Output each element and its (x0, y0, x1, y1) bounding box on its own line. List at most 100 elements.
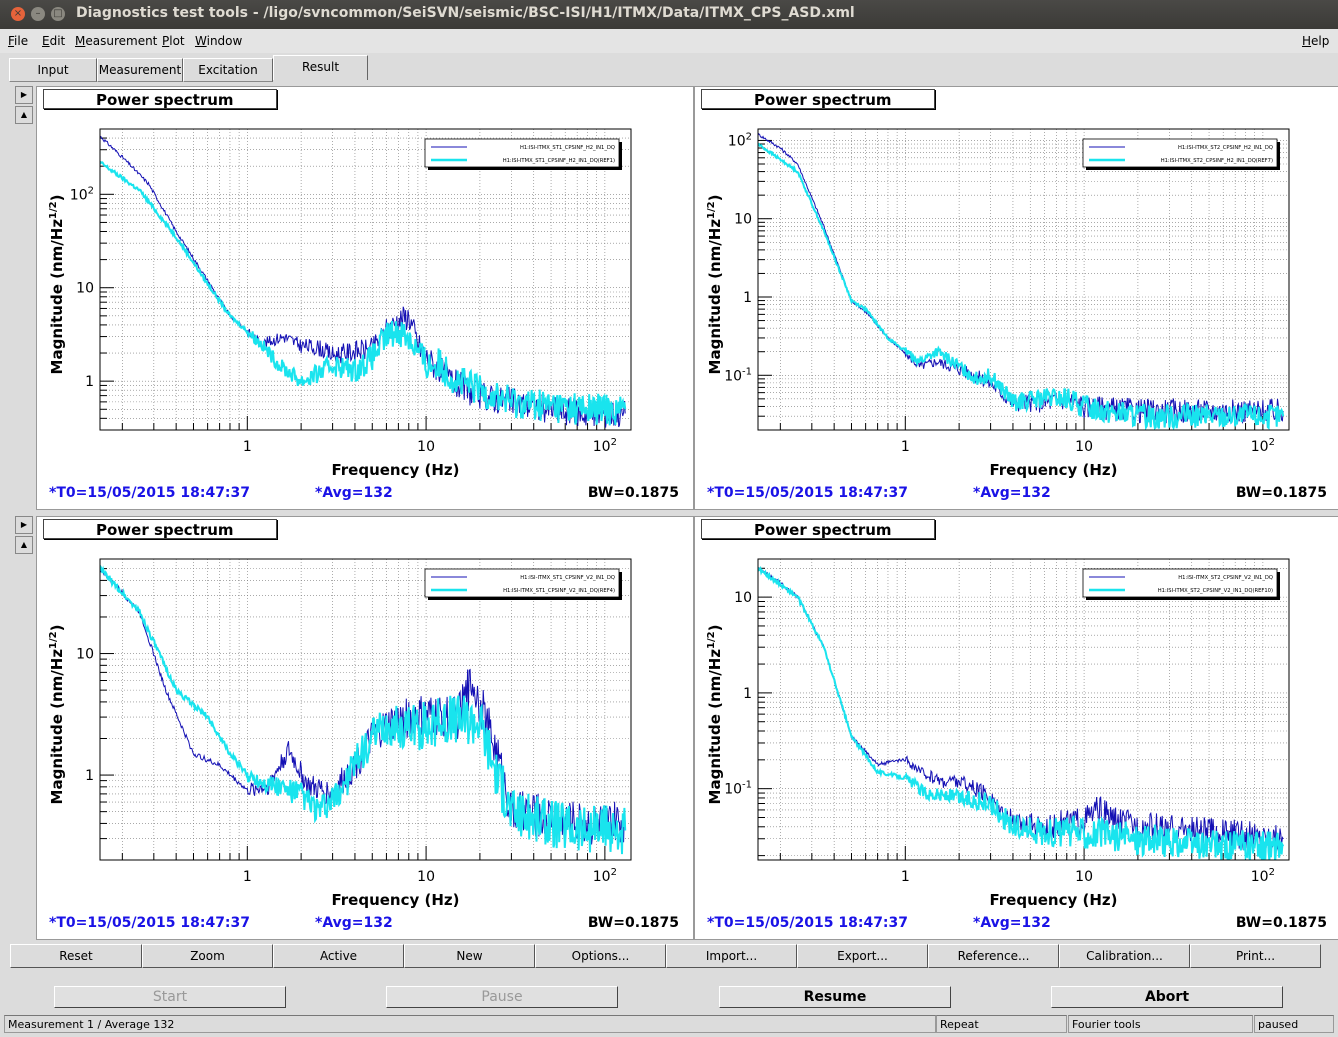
plot-pad-1[interactable]: 1 10 102 1 10 102 Frequency (Hz) Magnitude (nm/… (36, 86, 694, 510)
reset-button[interactable]: Reset (10, 944, 142, 968)
import-button[interactable]: Import... (666, 944, 797, 968)
pad-title: Power spectrum (43, 519, 277, 539)
window-maximize-icon[interactable]: □ (51, 7, 65, 21)
menu-help[interactable]: Help (1302, 34, 1330, 48)
plot-toolbar: Reset Zoom Active New Options... Import.… (10, 944, 1322, 968)
menu-edit[interactable]: Edit (42, 34, 66, 48)
y-tick-label: 10-1 (724, 366, 752, 384)
tab-excitation[interactable]: Excitation (183, 58, 273, 82)
legend-entry: H1:ISI-ITMX_ST1_CPSINF_H2_IN1_DQ(REF1) (503, 158, 615, 164)
t0-label: *T0=15/05/2015 18:47:37 (49, 915, 251, 931)
legend-entry: H1:ISI-ITMX_ST1_CPSINF_V2_IN1_DQ (520, 575, 615, 581)
menubar: File Edit Measurement Plot Window Help (0, 29, 1338, 53)
y-tick-label: 102 (728, 131, 752, 149)
resume-button[interactable]: Resume (719, 986, 951, 1008)
plot-legend: H1:ISI-ITMX_ST2_CPSINF_H2_IN1_DQ H1:ISI-I… (1082, 138, 1280, 170)
plot-frame (757, 128, 1290, 431)
export-button[interactable]: Export... (797, 944, 928, 968)
avg-label: *Avg=132 (315, 485, 393, 501)
t0-label: *T0=15/05/2015 18:47:37 (707, 915, 909, 931)
abort-button[interactable]: Abort (1051, 986, 1283, 1008)
calibration-button[interactable]: Calibration... (1059, 944, 1190, 968)
y-tick-label: 1 (743, 290, 752, 306)
new-button[interactable]: New (404, 944, 535, 968)
series-line-live (100, 135, 626, 428)
avg-label: *Avg=132 (973, 915, 1051, 931)
pad-title: Power spectrum (701, 89, 935, 109)
series-line-live (100, 567, 626, 845)
pad1-expand-arrow-icon[interactable]: ▶ (15, 86, 33, 104)
window-titlebar: × – □ Diagnostics test tools - /ligo/svn… (0, 0, 1338, 29)
x-tick-label: 10 (417, 439, 435, 455)
pad3-collapse-arrow-icon[interactable]: ▲ (15, 536, 33, 554)
y-tick-label: 10 (734, 590, 752, 606)
y-axis-label: Magnitude (nm/Hz1/2) (48, 625, 66, 805)
x-tick-label: 102 (593, 867, 617, 885)
reference-button[interactable]: Reference... (928, 944, 1059, 968)
t0-label: *T0=15/05/2015 18:47:37 (49, 485, 251, 501)
tab-input[interactable]: Input (9, 58, 97, 82)
spectrum-chart-3: 1 10 102 1 10 Frequency (Hz) Magnitude (nm/Hz1… (48, 558, 632, 909)
avg-label: *Avg=132 (315, 915, 393, 931)
pad-title: Power spectrum (43, 89, 277, 109)
pad3-expand-arrow-icon[interactable]: ▶ (15, 516, 33, 534)
plot-pad-2[interactable]: 1 10 102 10-1 1 10 102 Frequency (Hz) Magnitude … (694, 86, 1338, 510)
y-axis-label: Magnitude (nm/Hz1/2) (706, 625, 724, 805)
x-tick-label: 102 (593, 437, 617, 455)
plot-grid (758, 129, 1289, 430)
x-tick-label: 10 (417, 869, 435, 885)
status-tools: Fourier tools (1068, 1015, 1253, 1033)
plot-pad-3[interactable]: 1 10 102 1 10 Frequency (Hz) Magnitude (nm/Hz1… (36, 516, 694, 940)
series-line-live (758, 567, 1284, 851)
plot-grid (758, 559, 1289, 860)
pad-title: Power spectrum (701, 519, 935, 539)
legend-entry: H1:ISI-ITMX_ST2_CPSINF_V2_IN1_DQ(REF10) (1158, 588, 1273, 594)
menu-measurement[interactable]: Measurement (75, 34, 158, 48)
y-tick-label: 10 (76, 281, 94, 297)
plot-legend: H1:ISI-ITMX_ST2_CPSINF_V2_IN1_DQ H1:ISI-I… (1082, 568, 1280, 600)
menu-plot[interactable]: Plot (162, 34, 185, 48)
x-tick-label: 1 (901, 869, 910, 885)
print-button[interactable]: Print... (1190, 944, 1321, 968)
x-tick-label: 102 (1251, 437, 1275, 455)
plot-legend: H1:ISI-ITMX_ST1_CPSINF_H2_IN1_DQ H1:ISI-I… (424, 138, 622, 170)
y-tick-label: 10-1 (724, 780, 752, 798)
plot-frame (757, 558, 1290, 861)
status-state: paused (1254, 1015, 1334, 1033)
window-minimize-icon[interactable]: – (31, 7, 45, 21)
x-tick-label: 1 (901, 439, 910, 455)
tab-measurement[interactable]: Measurement (97, 58, 183, 82)
pad1-collapse-arrow-icon[interactable]: ▲ (15, 106, 33, 124)
legend-entry: H1:ISI-ITMX_ST1_CPSINF_V2_IN1_DQ(REF4) (503, 588, 615, 594)
series-line-live (758, 133, 1284, 425)
pause-button[interactable]: Pause (386, 986, 618, 1008)
legend-entry: H1:ISI-ITMX_ST2_CPSINF_V2_IN1_DQ (1178, 575, 1273, 581)
legend-entry: H1:ISI-ITMX_ST1_CPSINF_H2_IN1_DQ (520, 145, 615, 151)
status-measurement: Measurement 1 / Average 132 (4, 1015, 936, 1033)
legend-entry: H1:ISI-ITMX_ST2_CPSINF_H2_IN1_DQ(REF7) (1161, 158, 1273, 164)
plot-pad-4[interactable]: 1 10 102 10-1 1 10 Frequency (Hz) Magnitude (nm… (694, 516, 1338, 940)
y-tick-label: 1 (743, 686, 752, 702)
tab-result[interactable]: Result (273, 55, 368, 80)
y-tick-label: 1 (85, 768, 94, 784)
spectrum-chart-2: 1 10 102 10-1 1 10 102 Frequency (Hz) Magnitude … (706, 128, 1290, 479)
start-button[interactable]: Start (54, 986, 286, 1008)
spectrum-chart-4: 1 10 102 10-1 1 10 Frequency (Hz) Magnitude (nm… (706, 558, 1290, 909)
options-button[interactable]: Options... (535, 944, 666, 968)
x-axis-label: Frequency (Hz) (331, 891, 459, 909)
active-button[interactable]: Active (273, 944, 404, 968)
plot-legend: H1:ISI-ITMX_ST1_CPSINF_V2_IN1_DQ H1:ISI-I… (424, 568, 622, 600)
menu-window[interactable]: Window (195, 34, 243, 48)
window-close-icon[interactable]: × (11, 7, 25, 21)
x-tick-label: 102 (1251, 867, 1275, 885)
avg-label: *Avg=132 (973, 485, 1051, 501)
bw-label: BW=0.1875 (587, 915, 679, 931)
zoom-button[interactable]: Zoom (142, 944, 273, 968)
status-repeat: Repeat (936, 1015, 1067, 1033)
menu-file[interactable]: File (8, 34, 29, 48)
x-axis-label: Frequency (Hz) (331, 461, 459, 479)
t0-label: *T0=15/05/2015 18:47:37 (707, 485, 909, 501)
plot-frame (99, 128, 632, 431)
x-tick-label: 10 (1075, 869, 1093, 885)
y-axis-label: Magnitude (nm/Hz1/2) (706, 195, 724, 375)
